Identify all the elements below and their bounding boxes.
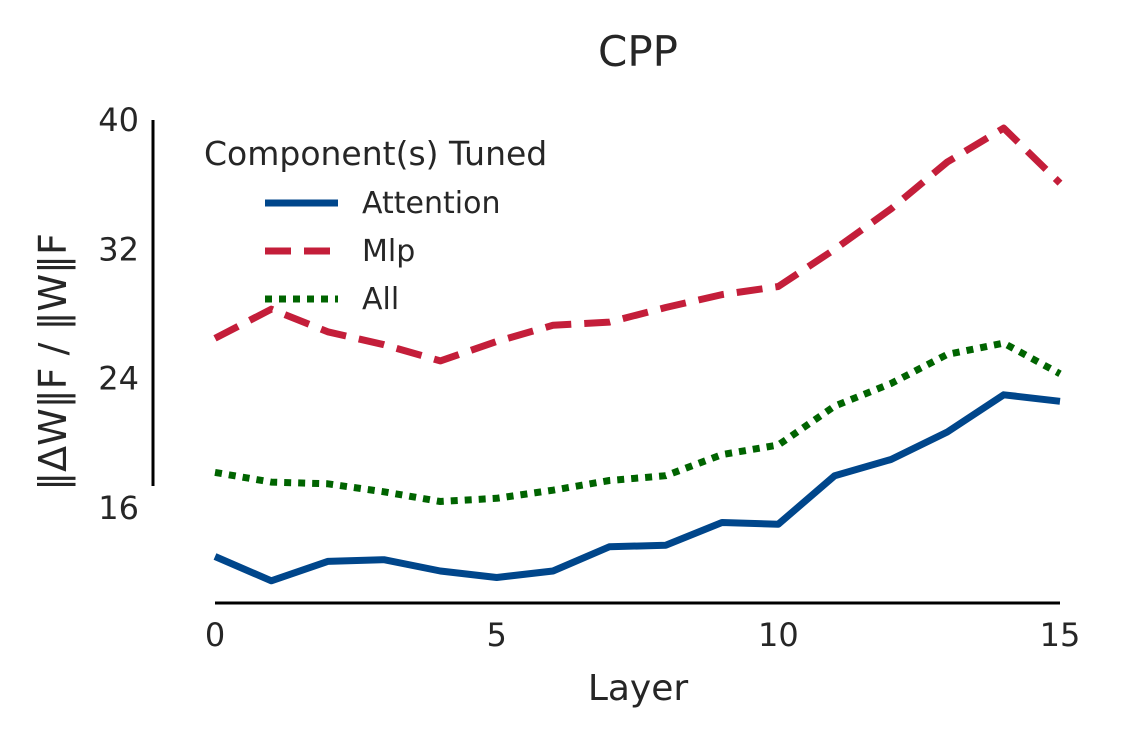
chart-title: CPP — [598, 27, 678, 76]
x-tick-label: 5 — [486, 616, 506, 654]
x-tick-labels: 0 5 10 15 — [205, 616, 1081, 654]
legend-entry-mlp: Mlp — [265, 234, 415, 269]
y-tick-label: 40 — [98, 101, 139, 139]
y-tick-labels: 16 24 32 40 — [98, 101, 139, 527]
series-line-attention — [213, 391, 1061, 585]
series-line-all — [214, 339, 1062, 505]
legend-label: All — [362, 282, 399, 317]
legend-title: Component(s) Tuned — [204, 134, 547, 173]
y-tick-label: 32 — [98, 230, 139, 268]
x-tick-label: 10 — [758, 616, 799, 654]
series-layer — [213, 124, 1063, 585]
y-axis-label: ‖ΔW‖F / ‖W‖F — [31, 233, 76, 491]
x-tick-label: 0 — [205, 616, 225, 654]
legend-entry-all: All — [265, 282, 399, 317]
series-line-mlp — [213, 124, 1063, 365]
y-tick-label: 24 — [98, 360, 139, 398]
y-tick-label: 16 — [98, 489, 139, 527]
x-axis-label: Layer — [588, 668, 689, 709]
legend-label: Mlp — [362, 234, 415, 269]
legend-label: Attention — [362, 186, 500, 221]
x-tick-label: 15 — [1040, 616, 1081, 654]
legend: Component(s) Tuned Attention Mlp All — [204, 134, 547, 317]
legend-entry-attention: Attention — [265, 186, 500, 221]
